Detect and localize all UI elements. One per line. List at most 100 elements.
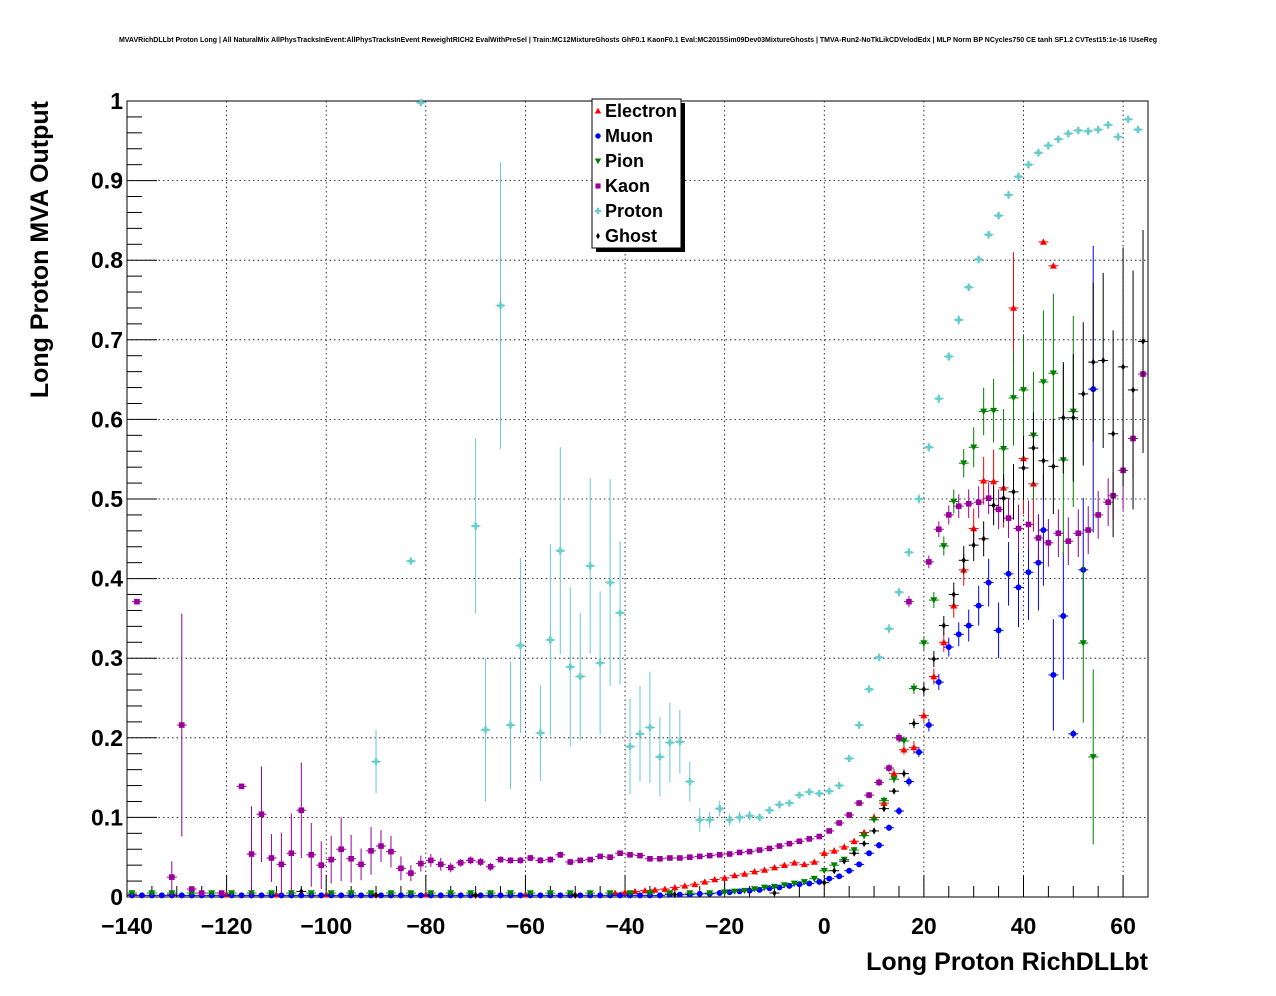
data-point [940, 638, 948, 646]
data-point [886, 824, 892, 831]
data-point [906, 598, 912, 605]
data-point [188, 886, 195, 892]
data-point [506, 890, 514, 897]
data-point [751, 868, 759, 875]
data-point [930, 597, 938, 604]
data-point [960, 460, 968, 467]
data-point [951, 591, 956, 599]
data-point [198, 890, 205, 896]
data-point [1015, 525, 1022, 532]
data-point [931, 655, 936, 663]
data-point [736, 849, 743, 856]
data-point [617, 892, 624, 899]
data-point [287, 890, 295, 897]
data-point [890, 770, 898, 777]
data-point [761, 884, 769, 891]
data-point [800, 879, 808, 886]
data-point [586, 562, 594, 570]
data-point [686, 778, 694, 786]
x-tick-label: −60 [506, 913, 545, 939]
legend-label: Kaon [605, 176, 650, 196]
x-tick-label: −140 [101, 913, 153, 939]
data-point [1021, 464, 1026, 472]
data-point [373, 891, 379, 899]
data-point [746, 848, 753, 855]
data-point [1070, 730, 1077, 737]
data-point [852, 849, 857, 857]
data-point [407, 557, 415, 565]
data-point [536, 729, 544, 737]
data-point [1120, 363, 1126, 371]
data-point [805, 788, 813, 796]
data-point [751, 886, 759, 893]
data-point [925, 443, 933, 451]
data-point [576, 673, 584, 681]
data-point [1094, 126, 1102, 134]
data-point [546, 890, 554, 897]
data-point [1124, 115, 1132, 123]
data-point [1035, 559, 1042, 566]
data-point [862, 840, 867, 848]
data-point [826, 875, 833, 882]
data-point [836, 873, 843, 880]
data-point [676, 891, 683, 898]
data-point [995, 506, 1002, 513]
data-point [970, 444, 978, 451]
data-point [785, 799, 793, 807]
data-point [497, 856, 504, 863]
data-point [900, 746, 908, 753]
data-point [1024, 161, 1032, 169]
data-point [820, 867, 828, 875]
data-point [920, 712, 928, 719]
data-point [566, 663, 574, 671]
legend-item-ghost: Ghost [596, 226, 657, 246]
legend-label: Proton [605, 201, 663, 221]
data-point [238, 892, 245, 899]
data-point [790, 859, 798, 866]
data-point [278, 861, 285, 868]
data-point [472, 522, 480, 530]
data-point [856, 861, 863, 868]
legend-item-electron: Electron [594, 101, 677, 121]
legend-item-pion: Pion [594, 151, 644, 171]
x-tick-label: −120 [201, 913, 253, 939]
data-point [885, 625, 893, 633]
data-point [786, 840, 793, 847]
data-point [880, 797, 888, 805]
data-point [935, 395, 943, 403]
data-point [1071, 414, 1076, 422]
data-point [657, 855, 663, 862]
data-point [815, 790, 823, 798]
data-point [1075, 530, 1082, 537]
data-point [1091, 358, 1096, 366]
data-point [995, 627, 1002, 634]
data-point [842, 857, 847, 865]
data-point [299, 887, 304, 895]
data-point [1041, 457, 1046, 465]
data-point [741, 887, 749, 895]
data-series [127, 99, 1148, 899]
data-point [830, 862, 838, 869]
data-point [711, 875, 719, 883]
data-point [895, 588, 903, 596]
data-point [775, 801, 783, 809]
data-point [671, 883, 679, 891]
data-point [267, 890, 275, 897]
data-point [134, 598, 140, 605]
data-point [890, 776, 898, 783]
data-point [358, 861, 364, 868]
data-point [497, 302, 505, 310]
data-point [990, 407, 998, 415]
legend-label: Pion [605, 151, 644, 171]
data-point [845, 754, 853, 762]
data-point [686, 854, 693, 860]
data-point [721, 889, 729, 896]
data-point [656, 753, 664, 761]
y-tick-label: 0.6 [91, 406, 123, 432]
data-point [756, 886, 763, 893]
data-point [676, 738, 684, 746]
data-point [786, 882, 793, 889]
data-point [473, 891, 478, 899]
data-point [138, 892, 145, 899]
legend-marker [594, 207, 602, 215]
